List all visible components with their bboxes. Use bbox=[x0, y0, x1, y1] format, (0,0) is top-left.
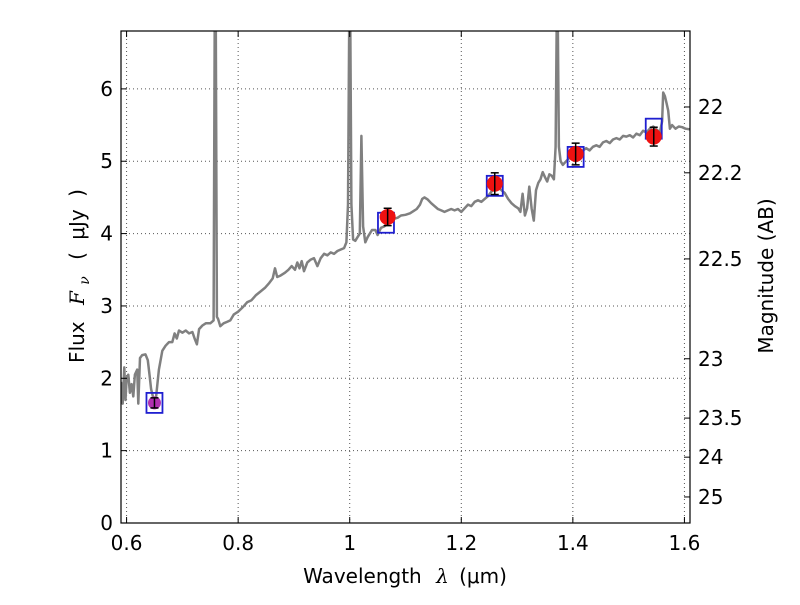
plot-frame bbox=[120, 30, 691, 524]
y-tick-label: 1 bbox=[100, 439, 113, 463]
y2-tick-label: 24 bbox=[698, 445, 723, 469]
x-tick-label: 1.2 bbox=[445, 531, 477, 555]
spectrum-line bbox=[121, 31, 690, 405]
x-tick-label: 0.8 bbox=[222, 531, 254, 555]
y2-tick-label: 23.5 bbox=[698, 406, 743, 430]
y2-tick-label: 22 bbox=[698, 95, 723, 119]
y-axis-subscript: ν bbox=[77, 276, 93, 285]
y-tick-label: 0 bbox=[100, 511, 113, 535]
x-axis-title: Wavelength λ (μm) bbox=[303, 564, 507, 588]
y2-tick-label: 22.5 bbox=[698, 247, 743, 271]
y-tick-label: 2 bbox=[100, 366, 113, 390]
x-tick-label: 1 bbox=[343, 531, 356, 555]
y2-tick-label: 23 bbox=[698, 347, 723, 371]
y-tick-label: 5 bbox=[100, 149, 113, 173]
x-axis-symbol: λ bbox=[435, 564, 449, 588]
y-axis-unit-open: ( bbox=[65, 252, 89, 260]
y-axis-unit: μJy bbox=[65, 209, 89, 240]
y2-tick-label: 22.2 bbox=[698, 161, 743, 185]
y-axis-unit-close: ) bbox=[65, 189, 89, 197]
y-axis-title: Flux F ν ( μJy ) bbox=[65, 189, 94, 363]
model-flux-box bbox=[145, 391, 164, 414]
y-tick-label: 6 bbox=[100, 77, 113, 101]
axis-ticks: 0.6 0.8 1 1.2 1.4 1.601234562222.222.52323.52… bbox=[100, 31, 743, 555]
x-tick-label: 1.6 bbox=[669, 531, 701, 555]
y2-axis-title: Magnitude (AB) bbox=[754, 198, 778, 353]
x-axis-title-text: Wavelength bbox=[303, 564, 422, 588]
plot-data bbox=[121, 31, 690, 414]
y-axis-title-text: Flux bbox=[65, 321, 89, 363]
x-tick-label: 1.4 bbox=[557, 531, 589, 555]
grid-lines bbox=[121, 31, 690, 524]
y2-tick-label: 25 bbox=[698, 485, 723, 509]
x-tick-label: 0.6 bbox=[111, 531, 143, 555]
x-axis-unit: (μm) bbox=[459, 564, 507, 588]
y-tick-label: 3 bbox=[100, 294, 113, 318]
y-axis-symbol: F bbox=[65, 290, 89, 306]
y-tick-label: 4 bbox=[100, 222, 113, 246]
